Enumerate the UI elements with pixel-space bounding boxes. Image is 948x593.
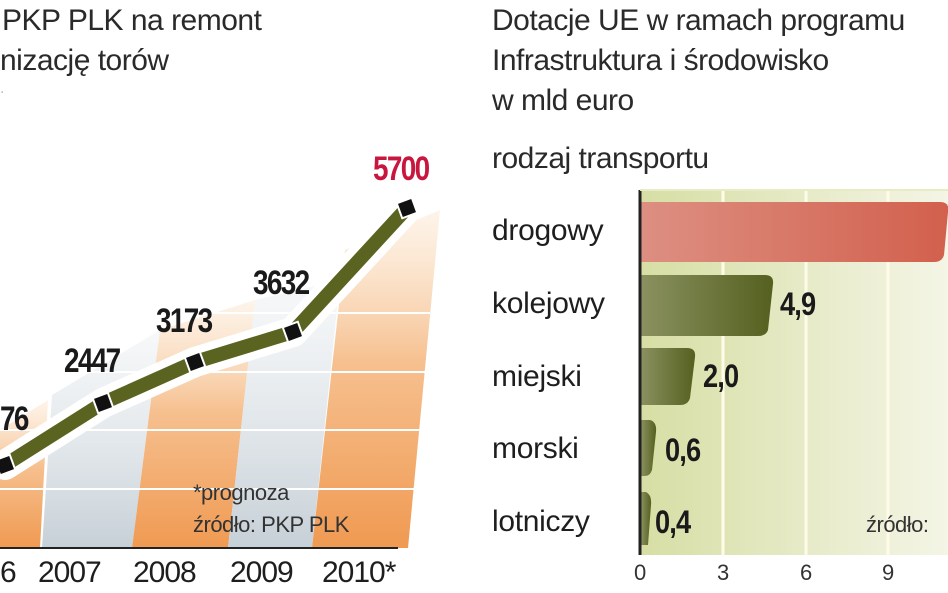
- tick-3: 3: [717, 560, 730, 585]
- category-drogowy: drogowy: [492, 214, 604, 247]
- tick-9: 9: [882, 560, 895, 585]
- category-miejski: miejski: [492, 360, 582, 393]
- right-title-line-1: Dotacje UE w ramach programu: [492, 4, 905, 37]
- bar-lotniczy: [641, 492, 652, 545]
- value-morski: 0,6: [665, 432, 701, 468]
- value-2006: 76: [0, 400, 29, 438]
- right-title-line-2: Infrastruktura i środowisko: [492, 44, 829, 77]
- category-kolejowy: kolejowy: [492, 287, 605, 320]
- tick-6: 6: [800, 560, 813, 585]
- value-lotniczy: 0,4: [655, 504, 691, 540]
- left-title-line-3: .: [0, 80, 4, 97]
- value-2009: 3632: [253, 264, 310, 302]
- left-source: źródło: PKP PLK: [193, 512, 349, 537]
- category-morski: morski: [492, 432, 579, 465]
- value-2010: 5700: [373, 150, 430, 188]
- left-title-line-1: PKP PLK na remont: [2, 4, 262, 37]
- data-markers: [0, 196, 419, 477]
- bar-morski: [641, 420, 657, 476]
- right-title-line-3: w mld euro: [492, 84, 634, 117]
- value-miejski: 2,0: [703, 358, 739, 394]
- forecast-footnote: *prognoza: [193, 480, 289, 505]
- value-kolejowy: 4,9: [780, 286, 816, 322]
- bar-drogowy: [641, 202, 948, 262]
- axis-label-transport: rodzaj transportu: [492, 142, 709, 175]
- bar-miejski: [641, 348, 696, 405]
- value-2007: 2447: [64, 342, 121, 380]
- left-title-line-2: nizację torów: [0, 44, 169, 77]
- right-source: źródło:: [866, 512, 929, 537]
- category-lotniczy: lotniczy: [492, 505, 590, 538]
- year-2009: 2009: [230, 556, 294, 589]
- tick-0: 0: [634, 560, 647, 585]
- year-2007: 2007: [38, 556, 102, 589]
- year-2008: 2008: [133, 556, 197, 589]
- bar-kolejowy: [641, 275, 774, 336]
- year-2010: 2010*: [322, 556, 396, 589]
- value-2008: 3173: [156, 302, 213, 340]
- year-2006: 6: [0, 556, 17, 589]
